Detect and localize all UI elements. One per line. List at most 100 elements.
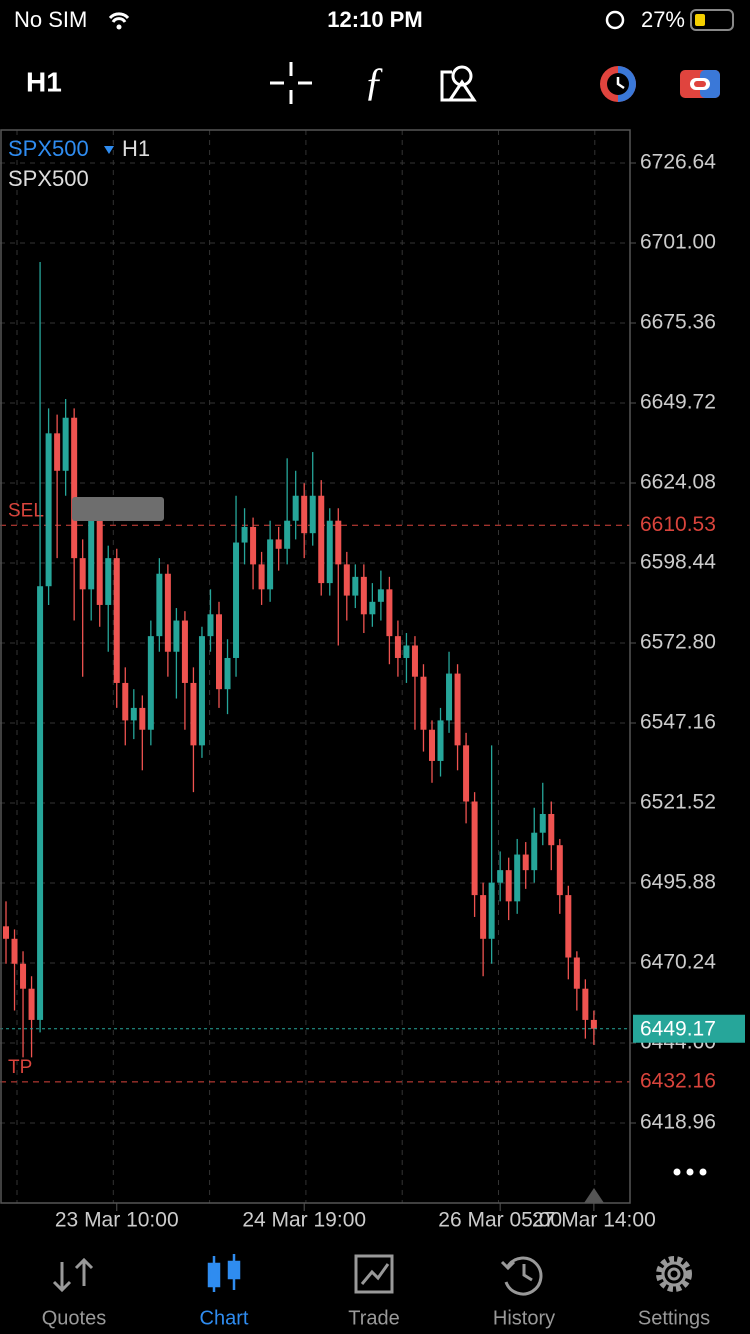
symbol-dropdown[interactable] xyxy=(104,146,114,154)
candle-body xyxy=(377,589,384,602)
indicators-button[interactable]: ƒ xyxy=(364,59,384,104)
candle-body xyxy=(37,586,44,1020)
candle-body xyxy=(420,676,427,730)
level-price: 6610.53 xyxy=(640,513,716,536)
tab-label[interactable]: Settings xyxy=(638,1307,710,1329)
y-tick-label: 6470.24 xyxy=(640,951,716,974)
candle-body xyxy=(514,854,521,902)
candle-body xyxy=(216,614,222,690)
last-price-bg xyxy=(633,1014,745,1043)
candle-body xyxy=(28,988,35,1020)
settings-icon[interactable] xyxy=(656,1256,692,1292)
candle-body xyxy=(181,620,188,683)
y-tick-label: 6726.64 xyxy=(640,151,716,174)
candle-body xyxy=(437,720,444,761)
timeframe-button[interactable]: H1 xyxy=(26,66,62,97)
x-tick-label: 23 Mar 10:00 xyxy=(55,1209,179,1232)
carrier: No SIM xyxy=(14,7,87,32)
candle-body xyxy=(198,636,205,746)
chart-icon[interactable] xyxy=(207,1254,241,1292)
plot-frame xyxy=(0,129,631,1204)
candle-body xyxy=(539,813,546,833)
candle-body xyxy=(446,673,453,721)
candle-body xyxy=(505,870,512,902)
objects-button[interactable] xyxy=(440,65,477,102)
candle-body xyxy=(224,657,231,690)
level-name: TP xyxy=(8,1057,32,1078)
chart-timeframe: H1 xyxy=(122,136,150,161)
y-tick-label: 6572.80 xyxy=(640,631,716,654)
candle-body xyxy=(573,957,580,989)
more-button[interactable] xyxy=(673,1168,707,1176)
candle-body xyxy=(411,645,418,677)
candle-body xyxy=(522,854,529,871)
history-icon[interactable] xyxy=(500,1256,543,1296)
tab-label[interactable]: Trade xyxy=(348,1307,400,1329)
candle-body xyxy=(122,682,129,721)
battery-frame xyxy=(690,9,734,31)
trade-icon[interactable] xyxy=(354,1254,394,1294)
candle-body xyxy=(241,526,248,543)
one-click-button[interactable] xyxy=(600,66,636,102)
candle-body xyxy=(3,926,9,939)
tab-label[interactable]: Chart xyxy=(200,1307,249,1329)
y-tick-label: 6521.52 xyxy=(640,791,716,814)
tab-label[interactable]: History xyxy=(493,1307,555,1329)
y-tick-label: 6495.88 xyxy=(640,871,716,894)
chart: 6726.64 6701.00 6675.36 6649.72 6624.08 6598.… xyxy=(0,130,750,1232)
candle-body xyxy=(130,707,137,721)
x-tick-label: 24 Mar 19:00 xyxy=(242,1209,366,1232)
tab-bar: Quotes Chart Trade History Settings xyxy=(42,1254,710,1329)
candle-body xyxy=(54,433,61,471)
candle-body xyxy=(335,520,342,565)
candle-body xyxy=(250,526,257,565)
clock: 12:10 PM xyxy=(327,7,422,32)
scroll-marker[interactable] xyxy=(584,1188,604,1203)
candle-body xyxy=(548,813,555,846)
candle-body xyxy=(45,433,52,587)
candle-body xyxy=(343,564,350,596)
candle-body xyxy=(463,745,470,802)
y-tick-label: 6675.36 xyxy=(640,311,716,334)
level-label-bg xyxy=(632,1068,750,1095)
rotation-lock xyxy=(605,10,625,30)
candle-body xyxy=(71,417,78,559)
candle-body xyxy=(403,645,410,658)
candle-body xyxy=(488,882,495,939)
trade-button[interactable] xyxy=(680,70,720,98)
candle-body xyxy=(582,988,589,1020)
candle-body xyxy=(105,558,112,605)
crosshair-button[interactable] xyxy=(270,62,312,104)
candle-body xyxy=(292,495,299,521)
candle-body xyxy=(267,539,274,590)
y-tick-label: 6418.96 xyxy=(640,1111,716,1134)
candle-body xyxy=(556,845,563,896)
candle-body xyxy=(79,558,86,590)
candle-body xyxy=(318,495,325,584)
battery-level xyxy=(695,14,705,26)
x-tick-label: 27 Mar 14:00 xyxy=(532,1209,656,1232)
tab-label[interactable]: Quotes xyxy=(42,1307,106,1329)
y-tick-label: 6598.44 xyxy=(640,551,716,574)
candle-body xyxy=(326,520,333,584)
y-tick-label: 6624.08 xyxy=(640,471,716,494)
candle-body xyxy=(275,539,282,549)
symbol[interactable]: SPX500 xyxy=(8,136,89,161)
level-name: SEL xyxy=(8,500,44,521)
candle-body xyxy=(360,576,367,615)
quotes-icon[interactable] xyxy=(52,1257,94,1293)
candle-body xyxy=(147,636,154,730)
level-label-bg xyxy=(632,512,750,539)
battery-text: 27% xyxy=(641,7,685,32)
level-price: 6432.16 xyxy=(640,1069,716,1092)
last-price-label: 6449.17 xyxy=(640,1017,716,1040)
candle-body xyxy=(113,558,120,683)
candle-body xyxy=(531,832,538,871)
y-tick-label: 6547.16 xyxy=(640,711,716,734)
candle-body xyxy=(386,589,393,637)
one-click-panel xyxy=(72,497,164,521)
candle-body xyxy=(284,520,291,549)
candle-body xyxy=(207,614,214,637)
